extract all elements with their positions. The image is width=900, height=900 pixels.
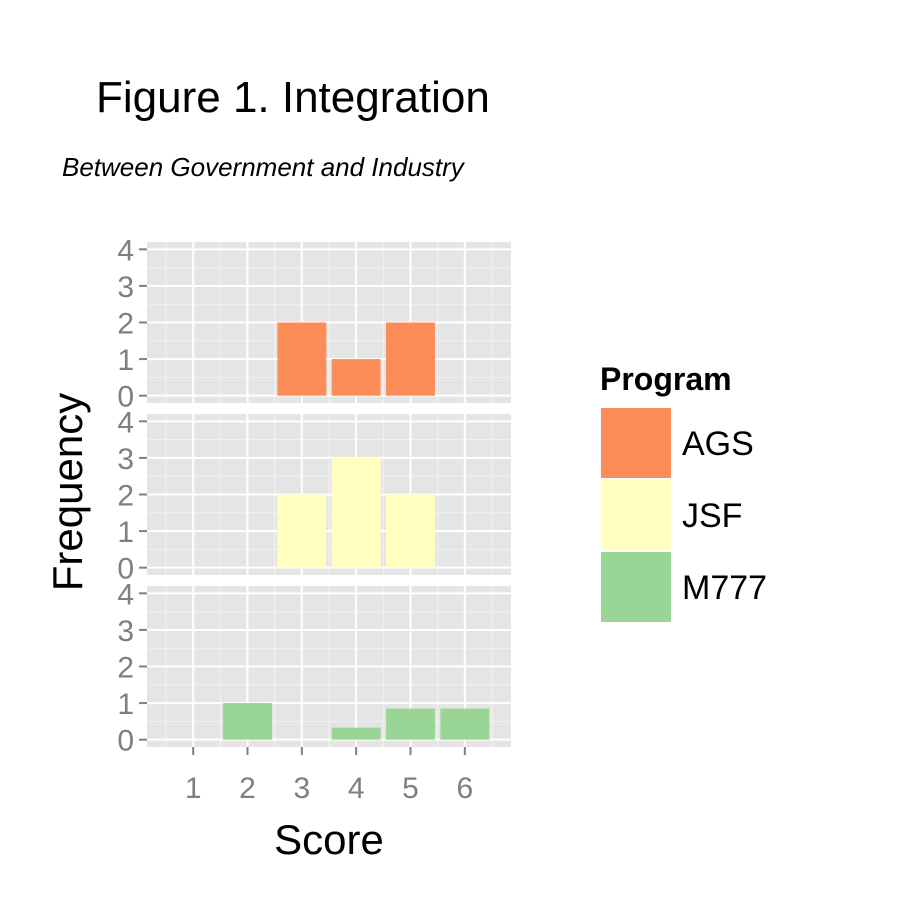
legend: Program AGS JSF M777 [599, 361, 767, 624]
y-tick-label: 2 [117, 480, 134, 513]
y-axis-title: Frequency [44, 393, 91, 591]
y-tick-label: 1 [117, 516, 134, 549]
y-tick-label: 1 [117, 344, 134, 377]
y-tick-label: 4 [117, 578, 134, 611]
y-tick-label: 3 [117, 271, 134, 304]
y-tick-label: 2 [117, 308, 134, 341]
x-tick-label: 1 [185, 772, 202, 805]
y-tick-label: 0 [117, 381, 134, 414]
bar-jsf-score-4 [331, 457, 381, 568]
chart-subtitle: Between Government and Industry [62, 152, 466, 182]
bar-ags-score-5 [386, 322, 435, 396]
legend-key [599, 550, 673, 624]
y-tick-label: 3 [117, 615, 134, 648]
y-tick-label: 4 [117, 406, 134, 439]
legend-item-m777: M777 [599, 550, 767, 624]
legend-item-jsf: JSF [599, 478, 742, 552]
legend-key [599, 406, 673, 480]
legend-key [599, 478, 673, 552]
facet-panel-m777: 0 12 3 4 [117, 578, 511, 758]
legend-items: AGS JSF M777 [599, 406, 767, 624]
x-tick-label: 4 [348, 772, 365, 805]
legend-label: M777 [682, 569, 767, 607]
x-tick-label: 3 [293, 772, 310, 805]
bar-jsf-score-5 [386, 494, 435, 568]
x-tick-label: 5 [402, 772, 419, 805]
legend-title: Program [600, 361, 732, 397]
x-axis: 1 2 3 4 5 6 [185, 747, 473, 805]
y-tick-label: 1 [117, 688, 134, 721]
y-tick-label: 0 [117, 553, 134, 586]
y-tick-label: 4 [117, 234, 134, 267]
bar-jsf-score-3 [277, 494, 327, 568]
bar-m777-score-4 [331, 727, 381, 740]
legend-label: JSF [682, 497, 742, 535]
x-axis-title: Score [274, 816, 384, 863]
facet-panel-ags: 0 12 3 4 [117, 234, 511, 414]
x-tick-label: 6 [456, 772, 473, 805]
bar-m777-score-5 [386, 708, 435, 740]
legend-label: AGS [682, 425, 754, 463]
bar-m777-score-2 [223, 703, 272, 740]
y-tick-label: 0 [117, 725, 134, 758]
bar-ags-score-3 [277, 322, 327, 396]
y-tick-label: 2 [117, 652, 134, 685]
bar-m777-score-6 [440, 708, 490, 740]
y-tick-label: 3 [117, 443, 134, 476]
facet-panel-jsf: 0 12 3 4 [117, 406, 511, 586]
chart-title: Figure 1. Integration [96, 73, 490, 122]
bar-ags-score-4 [331, 359, 381, 396]
legend-item-ags: AGS [599, 406, 754, 480]
x-tick-label: 2 [239, 772, 256, 805]
